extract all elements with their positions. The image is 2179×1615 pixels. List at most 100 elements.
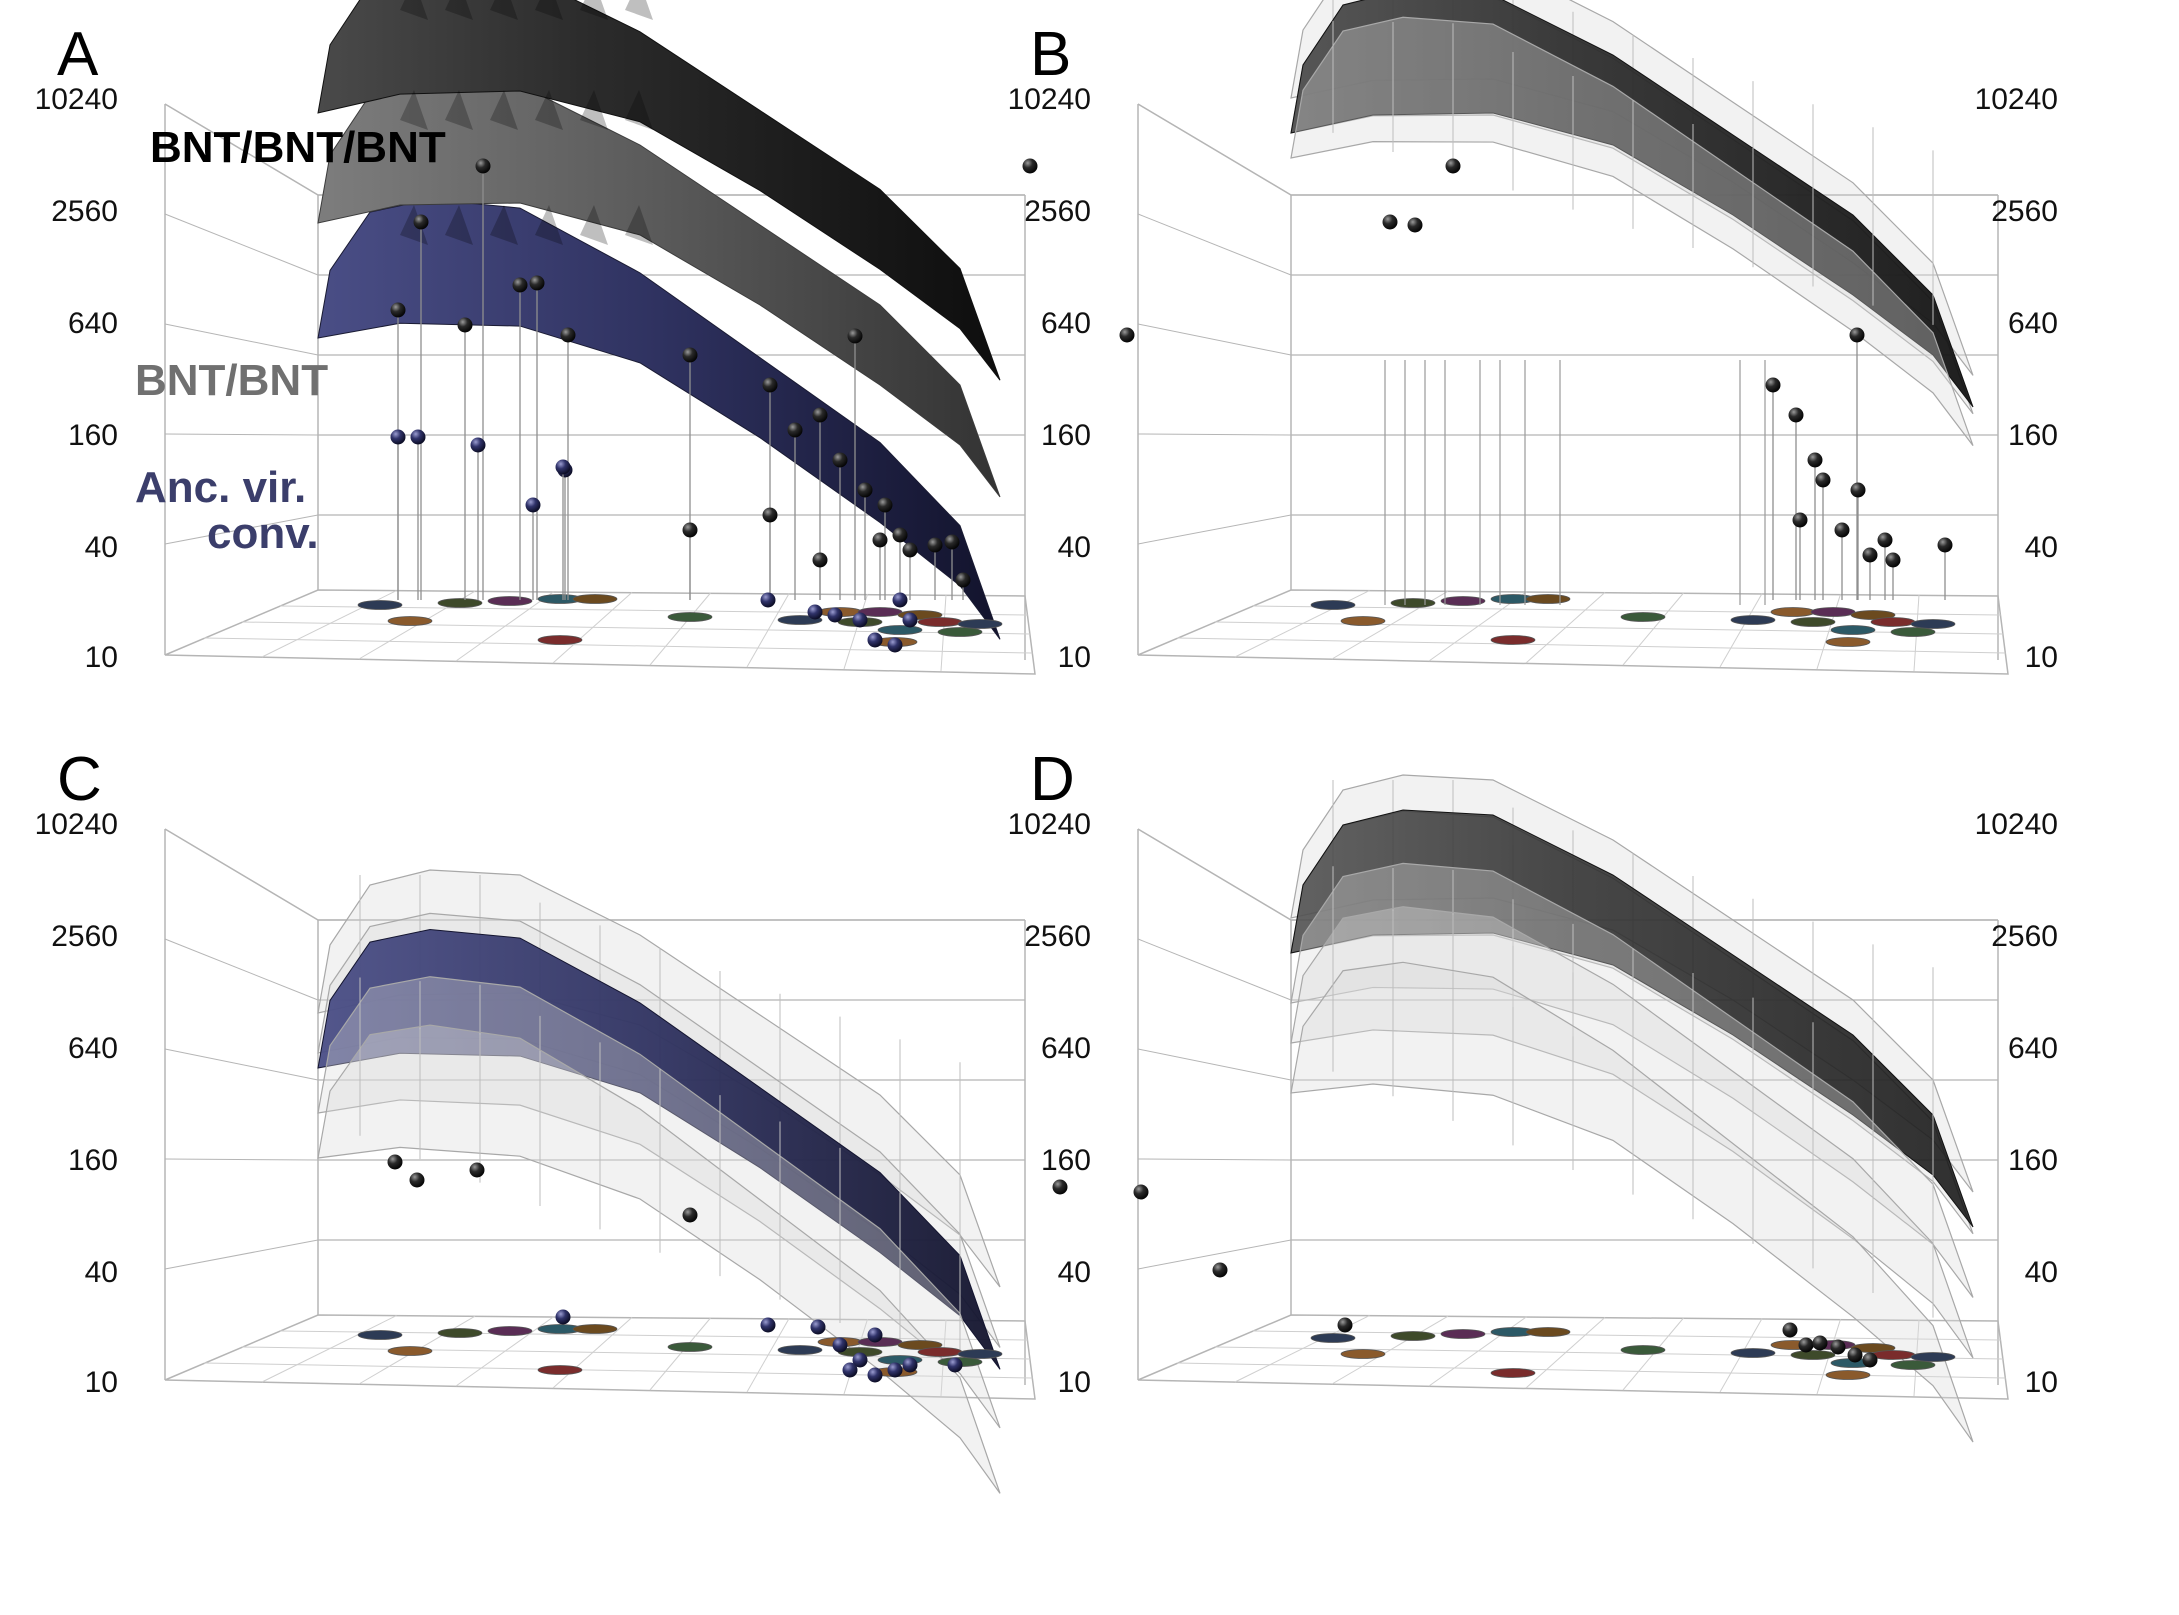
data-sphere: [867, 632, 883, 648]
data-sphere: [410, 429, 426, 445]
surface-rib: [580, 90, 608, 130]
data-sphere: [555, 459, 571, 475]
data-sphere: [832, 1337, 848, 1353]
data-disc: [1440, 1329, 1486, 1339]
y-tick-label: 160: [68, 1144, 118, 1177]
data-sphere: [1849, 327, 1865, 343]
side-gridline: [164, 433, 319, 436]
y-tick-label: 10240: [35, 83, 118, 116]
data-sphere: [390, 302, 406, 318]
data-sphere: [762, 377, 778, 393]
data-sphere: [409, 1172, 425, 1188]
y-tick-label-right: 10240: [1975, 83, 2058, 116]
side-gridline: [1137, 514, 1292, 545]
y-tick-label: 10240: [1008, 808, 1091, 841]
data-disc: [1890, 627, 1936, 637]
data-sphere: [1133, 1184, 1149, 1200]
y-tick-label-right: 10: [2025, 1366, 2058, 1399]
data-sphere: [682, 522, 698, 538]
y-tick-label: 10: [1058, 641, 1091, 674]
data-disc: [487, 596, 533, 606]
data-disc: [1490, 635, 1536, 645]
data-disc: [1825, 1370, 1871, 1380]
y-tick-label: 40: [1058, 1256, 1091, 1289]
surface-rib: [625, 205, 653, 245]
data-sphere: [387, 1154, 403, 1170]
side-gridline: [164, 514, 319, 545]
floor: [164, 1314, 1036, 1400]
side-gridline: [1137, 828, 1292, 921]
surface-rib: [535, 205, 563, 245]
data-sphere: [955, 572, 971, 588]
data-sphere: [852, 1352, 868, 1368]
floor: [164, 589, 1036, 675]
surface-rib: [580, 205, 608, 245]
data-sphere: [529, 275, 545, 291]
data-disc: [1790, 617, 1836, 627]
side-gridline: [164, 103, 319, 196]
data-disc: [1340, 616, 1386, 626]
data-disc: [387, 616, 433, 626]
y-tick-label-right: 10: [2025, 641, 2058, 674]
side-gridline: [1137, 1158, 1292, 1161]
data-sphere: [892, 527, 908, 543]
surface-rib: [535, 90, 563, 130]
data-sphere: [1834, 522, 1850, 538]
box-top-edge: [164, 828, 1025, 921]
data-sphere: [762, 507, 778, 523]
panel-a: A 10 40 160 640 2560 10240 BNT/BNT/BNT BNT/BNT An…: [35, 0, 1036, 675]
data-sphere: [1937, 537, 1953, 553]
data-sphere: [1788, 407, 1804, 423]
data-sphere: [832, 452, 848, 468]
data-disc: [1440, 596, 1486, 606]
panel-letter: A: [57, 20, 99, 89]
data-disc: [1910, 619, 1956, 629]
data-disc: [1340, 1349, 1386, 1359]
data-disc: [897, 1340, 943, 1350]
data-disc: [1910, 1352, 1956, 1362]
data-sphere: [867, 1327, 883, 1343]
data-disc: [1525, 594, 1571, 604]
data-sphere: [812, 552, 828, 568]
data-sphere: [1877, 532, 1893, 548]
side-gridline: [1137, 103, 1292, 196]
floor-gridline: [279, 1330, 1028, 1341]
side-gridline: [1137, 1048, 1292, 1081]
panel-c: C 10 40 160 640 2560 10240: [35, 745, 1036, 1494]
y-tick-label: 2560: [1024, 195, 1091, 228]
y-tick-label: 2560: [51, 195, 118, 228]
surface-rib: [445, 205, 473, 245]
y-tick-label: 40: [85, 531, 118, 564]
data-sphere: [827, 607, 843, 623]
y-tick-label: 10240: [1008, 83, 1091, 116]
data-sphere: [525, 497, 541, 513]
data-sphere: [810, 1319, 826, 1335]
data-sphere: [390, 429, 406, 445]
data-sphere: [1830, 1339, 1846, 1355]
y-tick-label: 160: [1041, 419, 1091, 452]
data-sphere: [847, 328, 863, 344]
side-gridline: [164, 323, 319, 356]
data-disc: [357, 1330, 403, 1340]
y-tick-label: 160: [68, 419, 118, 452]
side-gridline: [164, 828, 319, 921]
data-sphere: [555, 1309, 571, 1325]
side-gridline: [164, 938, 319, 1001]
y-tick-label: 2560: [51, 920, 118, 953]
data-disc: [1890, 1360, 1936, 1370]
panel-d: D 10 10 40 40 160 160 640 640 2560 2560 10240 10240: [1008, 745, 2058, 1443]
data-sphere: [682, 347, 698, 363]
data-sphere: [1798, 1337, 1814, 1353]
data-sphere: [1792, 512, 1808, 528]
data-disc: [1870, 1350, 1916, 1360]
data-disc: [1390, 598, 1436, 608]
data-disc: [1825, 637, 1871, 647]
data-disc: [357, 600, 403, 610]
y-tick-label: 2560: [1024, 920, 1091, 953]
y-tick-label-right: 2560: [1991, 920, 2058, 953]
data-sphere: [682, 1207, 698, 1223]
data-sphere: [475, 158, 491, 174]
series-label-bnt-bnt-bnt: BNT/BNT/BNT: [150, 123, 446, 172]
data-disc: [667, 612, 713, 622]
y-tick-label: 640: [1041, 1032, 1091, 1065]
